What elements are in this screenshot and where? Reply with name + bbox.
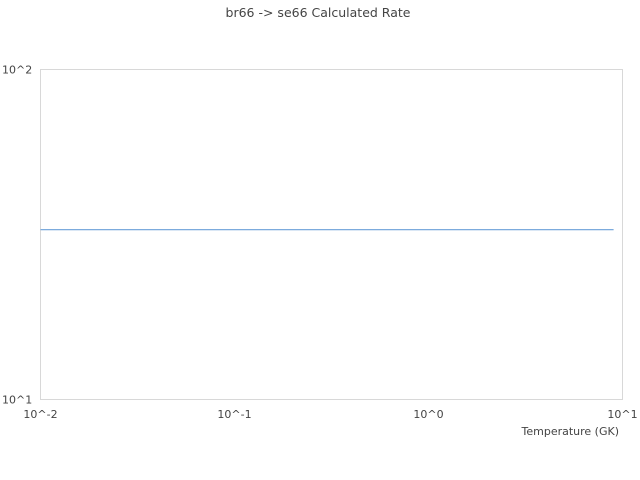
x-tick-label: 10^0 — [413, 408, 443, 421]
x-tick-label: 10^-1 — [217, 408, 251, 421]
x-tick-label: 10^-2 — [23, 408, 57, 421]
x-tick-label: 10^1 — [607, 408, 637, 421]
plot-area — [40, 69, 623, 400]
x-axis-label: Temperature (GK) — [521, 425, 620, 438]
chart-title: br66 -> se66 Calculated Rate — [226, 5, 411, 20]
y-tick-label: 10^1 — [2, 394, 32, 407]
y-tick-label: 10^2 — [2, 64, 32, 77]
